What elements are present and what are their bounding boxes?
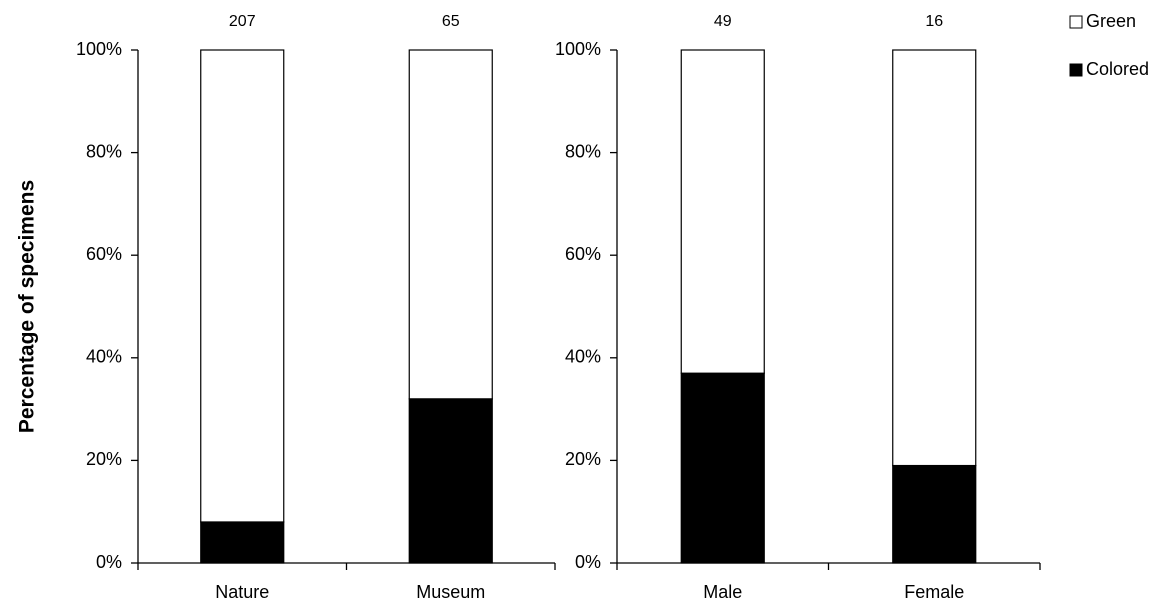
legend-label: Green [1086,11,1136,31]
sample-size: 16 [925,13,943,30]
sample-size: 49 [714,13,732,30]
bar-segment [892,49,977,467]
y-tick-label: 40% [565,347,601,367]
y-tick-label: 40% [86,347,122,367]
legend-swatch [1069,63,1083,77]
y-tick-label: 0% [575,552,601,572]
x-tick-label: Male [703,582,742,602]
bar-segment [892,464,977,564]
y-tick-label: 20% [86,449,122,469]
x-tick-label: Nature [215,582,269,602]
x-tick-label: Female [904,582,964,602]
y-axis-label: Percentage of specimens [16,180,39,433]
y-tick-label: 60% [86,244,122,264]
sample-size: 65 [442,13,460,30]
y-tick-label: 0% [96,552,122,572]
bar-segment [408,398,493,564]
legend-swatch [1069,15,1083,29]
y-tick-label: 20% [565,449,601,469]
sample-size: 207 [229,13,256,30]
x-tick-label: Museum [416,582,485,602]
y-tick-label: 80% [86,141,122,161]
y-tick-label: 80% [565,141,601,161]
bar-segment [200,49,285,523]
legend-label: Colored [1086,59,1149,79]
bar-segment [200,521,285,564]
bar-segment [408,49,493,400]
y-tick-label: 60% [565,244,601,264]
y-tick-label: 100% [555,39,601,59]
bar-segment [680,372,765,564]
y-tick-label: 100% [76,39,122,59]
bar-segment [680,49,765,374]
